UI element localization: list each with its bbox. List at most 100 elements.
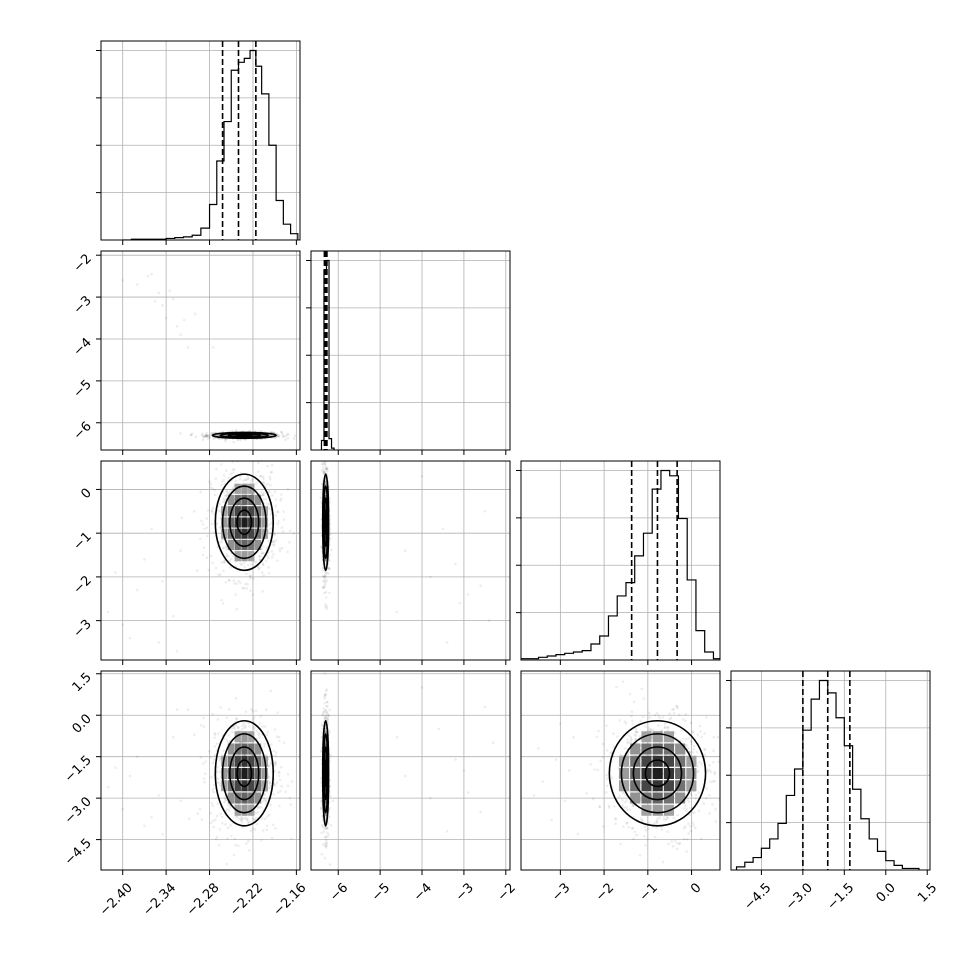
scatter-point xyxy=(239,475,242,478)
scatter-point xyxy=(257,440,260,443)
scatter-point xyxy=(249,829,253,833)
scatter-point xyxy=(237,844,240,848)
scatter-point xyxy=(268,784,272,788)
scatter-point xyxy=(661,860,665,864)
density-cell xyxy=(234,792,241,804)
scatter-point xyxy=(323,575,326,579)
scatter-point xyxy=(213,732,217,735)
scatter-point xyxy=(270,463,274,467)
scatter-point xyxy=(634,738,637,741)
scatter-point xyxy=(329,753,332,757)
scatter-point xyxy=(218,526,222,529)
scatter-point xyxy=(602,825,605,828)
scatter-point xyxy=(323,461,327,464)
scatter-point xyxy=(629,737,633,741)
scatter-point xyxy=(286,550,289,554)
scatter-point xyxy=(633,733,636,737)
scatter-point xyxy=(320,852,324,856)
scatter-point xyxy=(323,672,327,675)
scatter-point xyxy=(631,722,635,726)
scatter-point xyxy=(323,574,327,578)
scatter-point xyxy=(234,717,238,721)
scatter-point xyxy=(572,736,575,739)
scatter-point xyxy=(319,807,323,811)
scatter-point xyxy=(211,346,215,349)
panel-frame xyxy=(100,460,301,661)
scatter-point xyxy=(263,742,267,746)
panel-frame xyxy=(100,670,301,871)
scatter-point xyxy=(324,572,327,576)
scatter-point xyxy=(725,730,728,733)
scatter-point xyxy=(324,481,328,484)
scatter-point xyxy=(644,725,647,728)
scatter-point xyxy=(593,768,596,771)
scatter-point xyxy=(288,796,292,800)
scatter-point xyxy=(209,821,213,825)
scatter-point xyxy=(259,474,263,478)
scatter-point xyxy=(210,432,213,435)
scatter-point xyxy=(243,723,246,727)
scatter-point xyxy=(685,807,688,810)
scatter-point xyxy=(403,549,407,552)
scatter-point xyxy=(599,759,603,763)
joint-panel-1-0 xyxy=(101,251,300,450)
scatter-point xyxy=(199,756,203,759)
scatter-point xyxy=(270,836,274,840)
x-tick-label: −2 xyxy=(495,880,519,904)
x-tick-label: −6 xyxy=(327,880,351,904)
scatter-point xyxy=(716,735,719,739)
scatter-point xyxy=(262,745,266,748)
density-cell xyxy=(234,483,241,494)
scatter-point xyxy=(666,725,670,729)
density-cell xyxy=(254,494,262,506)
scatter-point xyxy=(277,434,281,438)
scatter-point xyxy=(227,579,231,583)
scatter-point xyxy=(201,553,205,557)
scatter-point xyxy=(641,715,645,719)
scatter-point xyxy=(274,504,278,508)
scatter-point xyxy=(255,817,258,820)
scatter-point xyxy=(267,565,270,569)
scatter-point xyxy=(325,843,328,846)
scatter-point xyxy=(251,477,254,481)
scatter-point xyxy=(635,730,639,733)
scatter-point xyxy=(217,573,220,577)
scatter-point xyxy=(260,838,263,842)
scatter-point xyxy=(691,750,695,754)
scatter-point xyxy=(605,749,609,752)
density-cell xyxy=(241,506,248,517)
y-tick-label: −1 xyxy=(71,529,95,553)
scatter-point xyxy=(230,727,234,730)
scatter-point xyxy=(697,791,700,794)
x-tick-label: −1.5 xyxy=(824,880,857,913)
scatter-point xyxy=(251,709,255,713)
scatter-point xyxy=(243,565,246,569)
scatter-point xyxy=(251,827,254,830)
scatter-point xyxy=(146,274,150,278)
scatter-point xyxy=(226,807,229,811)
scatter-point xyxy=(324,709,328,712)
scatter-point xyxy=(225,490,229,494)
scatter-point xyxy=(614,817,617,820)
scatter-point xyxy=(211,487,215,491)
scatter-point xyxy=(320,731,324,734)
scatter-point xyxy=(269,803,272,807)
scatter-point xyxy=(611,776,614,780)
scatter-point xyxy=(205,526,209,529)
density-cell xyxy=(641,780,652,792)
scatter-point xyxy=(658,716,662,720)
density-cell xyxy=(248,494,255,506)
scatter-point xyxy=(640,817,643,821)
density-cell xyxy=(652,755,663,767)
scatter-point xyxy=(207,568,210,572)
density-cell xyxy=(241,731,248,743)
density-cell xyxy=(234,506,241,517)
scatter-point xyxy=(226,741,230,744)
scatter-point xyxy=(284,790,287,793)
scatter-point xyxy=(668,717,672,721)
scatter-point xyxy=(621,790,625,794)
scatter-point xyxy=(677,713,681,717)
scatter-point xyxy=(458,601,462,605)
density-cell xyxy=(248,792,255,804)
scatter-point xyxy=(224,494,228,498)
